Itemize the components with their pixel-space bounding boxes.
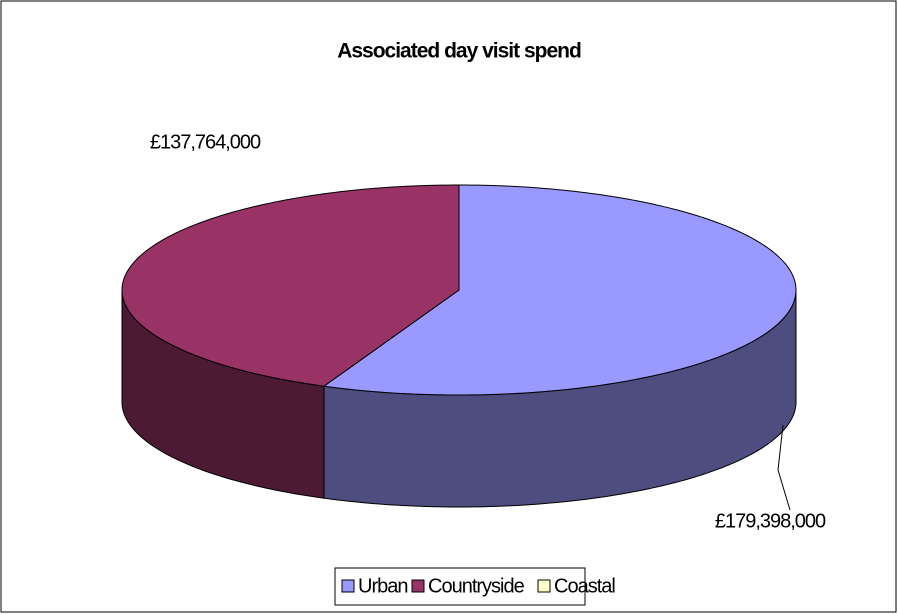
legend-label: Urban bbox=[358, 575, 407, 597]
pie-slice bbox=[322, 184, 797, 396]
data-label: £179,398,000 bbox=[715, 510, 826, 532]
legend-swatch bbox=[411, 579, 425, 593]
legend-swatch bbox=[341, 579, 355, 593]
pie-slice bbox=[121, 184, 460, 387]
data-label: £137,764,000 bbox=[150, 131, 261, 153]
legend-label: Coastal bbox=[554, 575, 615, 597]
chart-title: Associated day visit spend bbox=[337, 40, 581, 63]
legend-label: Countryside bbox=[428, 575, 525, 597]
legend-swatch bbox=[537, 579, 551, 593]
leader-line bbox=[777, 424, 791, 511]
